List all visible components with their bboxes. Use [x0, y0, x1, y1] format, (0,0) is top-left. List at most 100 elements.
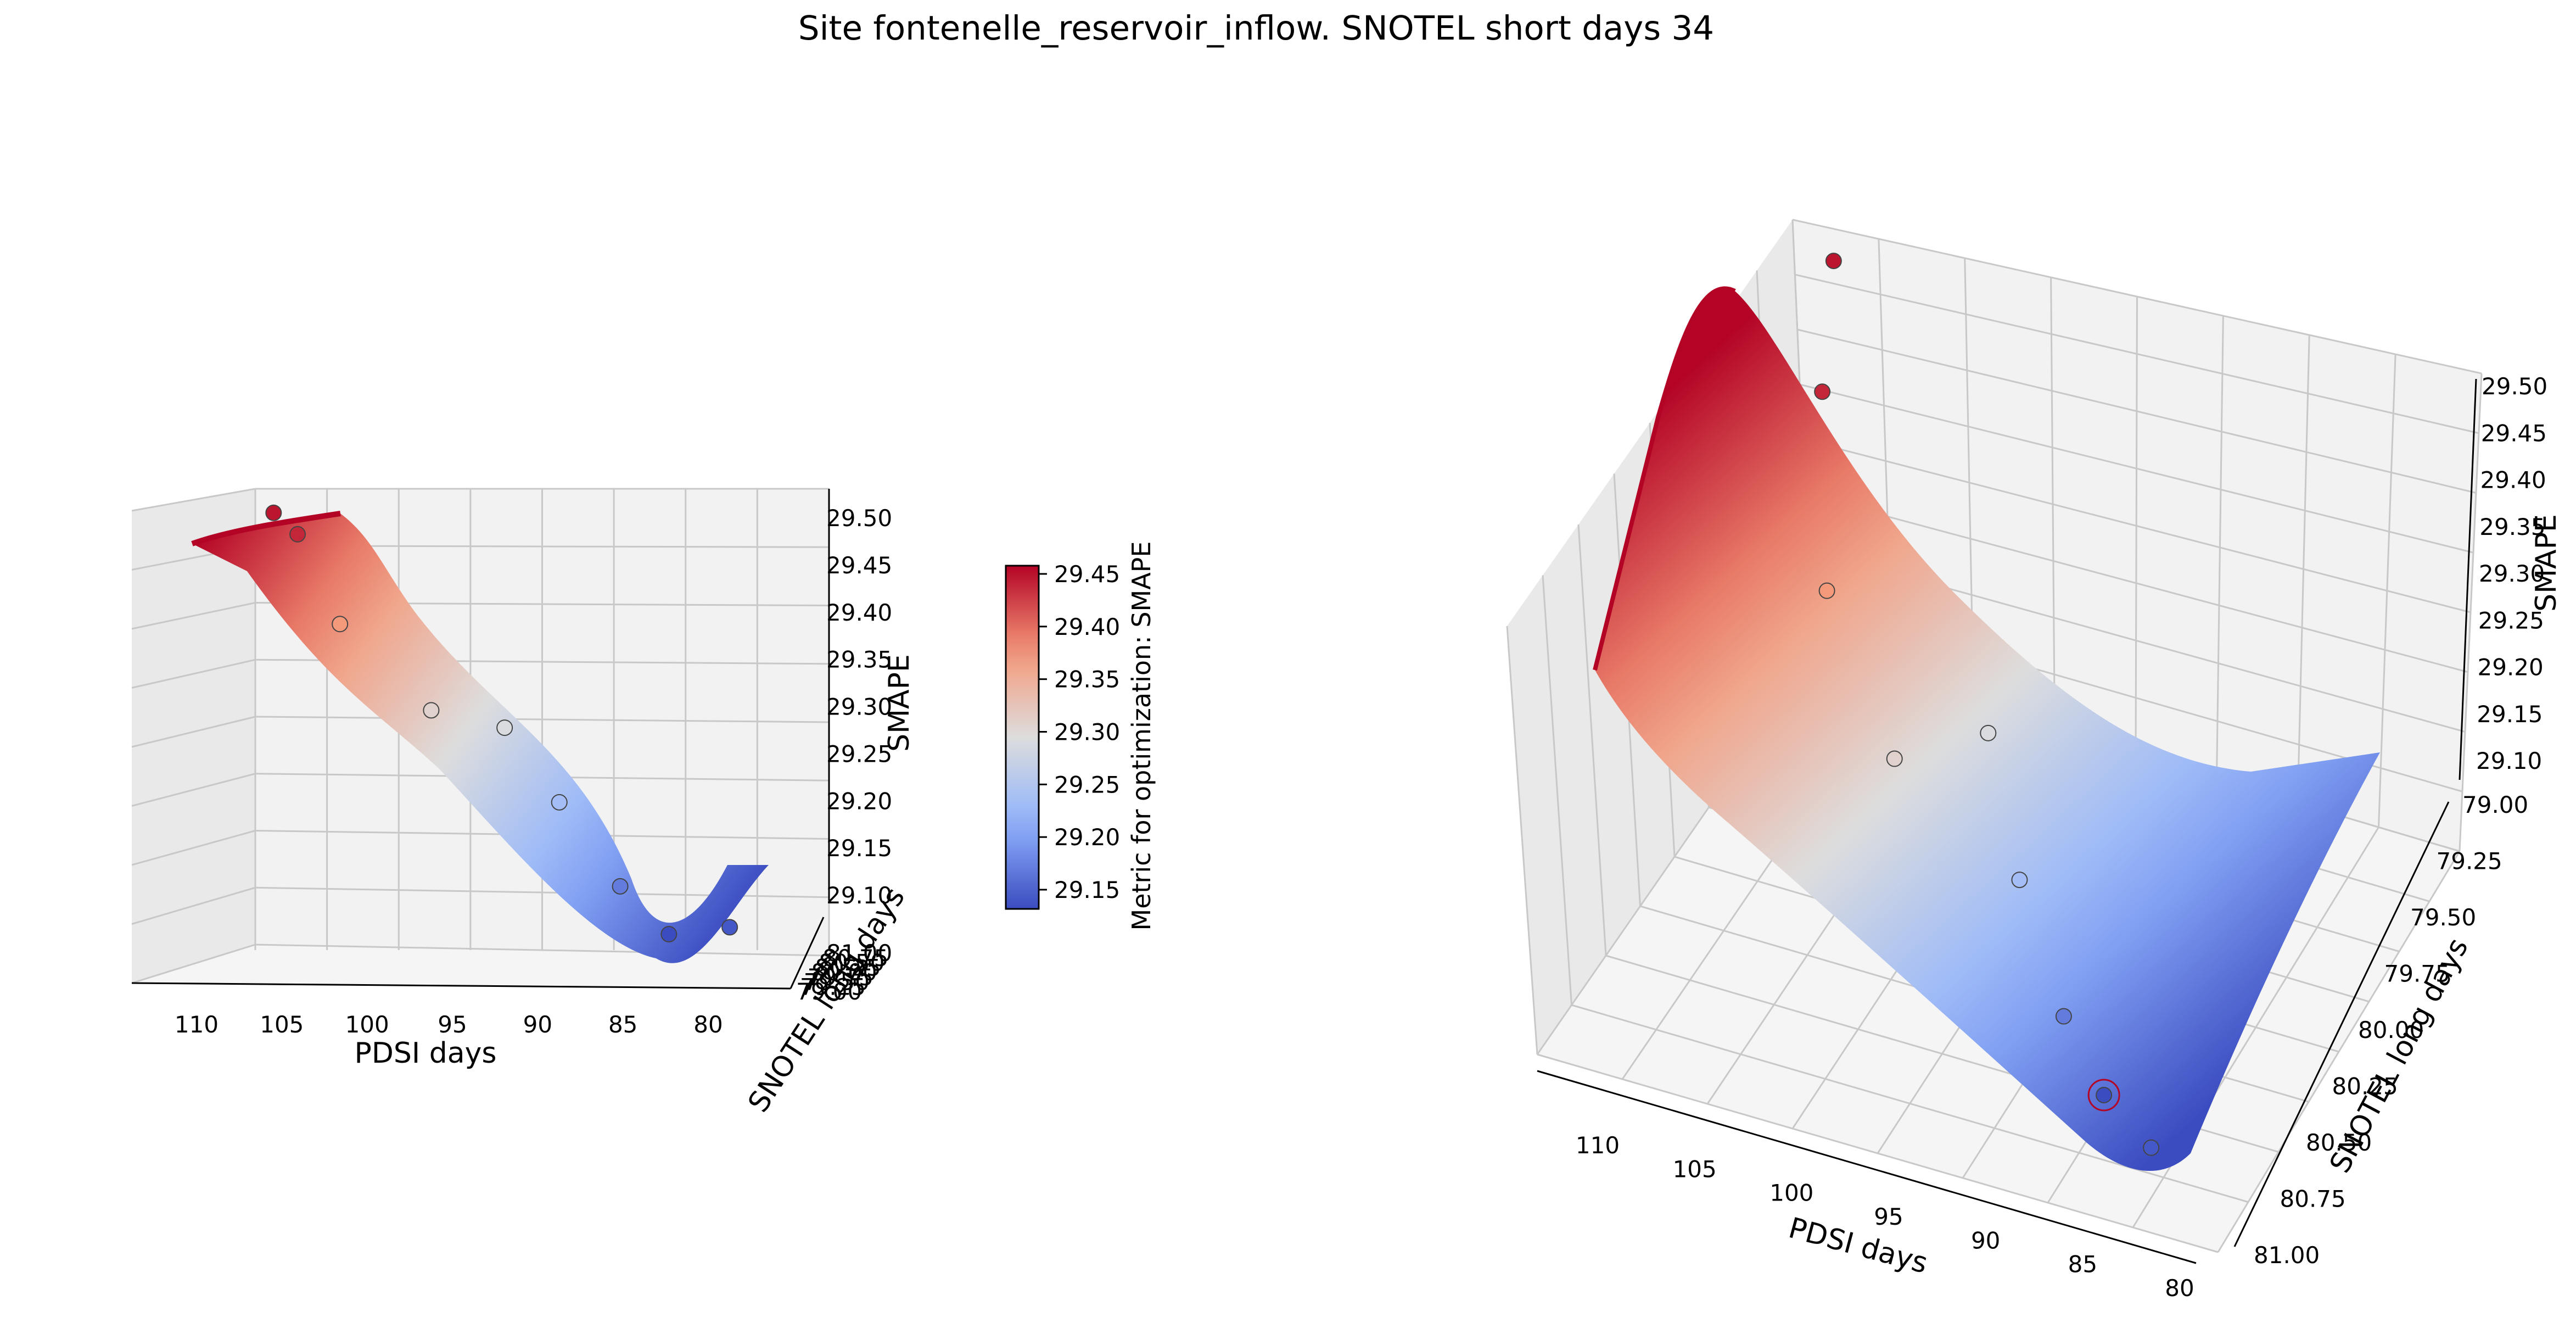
tick-label: 110	[175, 1011, 219, 1038]
left-surface-top-edge	[191, 511, 341, 546]
tick-label: 80	[2165, 1275, 2194, 1302]
sample-point	[1886, 750, 1903, 767]
tick-label: 29.45	[2481, 420, 2547, 446]
right-3d-plot: 110 105 100 95 90 85 80 79.00 79.25 79.50 79.75 80…	[1506, 219, 2563, 1302]
colorbar: 29.15 29.20 29.25 29.30 29.35 29.40 29.45 Metr…	[1005, 542, 1156, 931]
tick-label: 79.75	[2384, 961, 2450, 987]
tick-label: 80.00	[811, 959, 877, 986]
right-x-axis-line	[1537, 1070, 2197, 1264]
sample-point	[660, 925, 677, 942]
left-side-pane	[132, 489, 255, 983]
tick-label: 29.20	[2478, 654, 2544, 681]
tick-label: 79.25	[2437, 848, 2502, 875]
tick-label: 29.45	[826, 552, 892, 579]
tick-label: 81.00	[826, 940, 892, 967]
tick-label: 79.50	[2410, 904, 2476, 931]
colorbar-label: Metric for optimization: SMAPE	[1127, 542, 1156, 931]
tick-label: 79.75	[808, 964, 873, 991]
tick-label: 29.35	[2479, 513, 2545, 540]
tick-label: 90	[523, 1011, 552, 1038]
colorbar-gradient	[1005, 565, 1040, 910]
tick-label: 80.50	[2306, 1129, 2372, 1156]
tick-label: 85	[2068, 1251, 2097, 1278]
colorbar-tick-label: 29.20	[1054, 824, 1120, 851]
left-y-ticks: 79.0079.2579.5079.7580.0080.2580.5080.75…	[796, 940, 892, 1005]
tick-label: 100	[345, 1011, 389, 1038]
tick-label: 29.10	[2476, 747, 2542, 774]
tick-label: 29.25	[2478, 607, 2544, 634]
sample-point	[496, 719, 513, 736]
sample-point	[612, 878, 629, 895]
colorbar-ticks: 29.15 29.20 29.25 29.30 29.35 29.40 29.45	[1039, 561, 1120, 903]
tick-label: 85	[608, 1011, 637, 1038]
right-z-axis-line	[2459, 378, 2477, 780]
tick-label: 95	[438, 1011, 467, 1038]
right-sample-points	[1814, 253, 2160, 1156]
left-z-ticks: 29.10 29.15 29.20 29.25 29.30 29.35 29.40 29.45…	[826, 505, 892, 909]
chart-title: Site fontenelle_reservoir_inflow. SNOTEL…	[798, 9, 1714, 48]
right-z-axis-label: SMAPE	[2530, 514, 2563, 612]
sample-point	[2055, 1008, 2072, 1025]
tick-label: 105	[260, 1011, 304, 1038]
tick-label: 81.00	[2254, 1242, 2320, 1269]
tick-label: 95	[1874, 1203, 1903, 1230]
right-x-ticks: 110 105 100 95 90 85 80	[1576, 1132, 2194, 1302]
tick-label: 90	[1971, 1227, 2000, 1254]
tick-label: 29.50	[2482, 373, 2547, 400]
sample-point	[551, 794, 568, 811]
left-z-axis-label: SMAPE	[883, 654, 916, 752]
sample-point	[423, 702, 440, 719]
tick-label: 80.75	[2280, 1186, 2346, 1213]
sample-point	[332, 616, 349, 633]
tick-label: 29.30	[2479, 560, 2545, 587]
tick-label: 29.35	[826, 646, 892, 673]
sample-point	[1818, 582, 1835, 599]
right-x-axis-label: PDSI days	[1785, 1212, 1931, 1280]
sample-point	[2011, 872, 2028, 889]
tick-label: 29.15	[826, 835, 892, 862]
sample-point	[2143, 1139, 2160, 1156]
sample-point	[721, 919, 738, 936]
tick-label: 79.00	[796, 978, 862, 1005]
right-y-ticks: 79.00 79.25 79.50 79.75 80.00 80.25 80.50 80.75…	[2254, 791, 2528, 1269]
tick-label: 29.30	[826, 694, 892, 721]
tick-label: 80.25	[2332, 1073, 2398, 1100]
right-z-ticks: 29.10 29.15 29.20 29.25 29.30 29.35 29.40 29.45…	[2476, 373, 2547, 774]
right-y-axis-line	[2233, 801, 2450, 1247]
tick-label: 100	[1769, 1180, 1813, 1207]
tick-label: 80.25	[815, 954, 881, 981]
left-sample-points	[265, 504, 738, 942]
colorbar-tick-label: 29.15	[1054, 877, 1120, 903]
colorbar-tick-label: 29.25	[1054, 771, 1120, 798]
tick-label: 29.20	[826, 788, 892, 814]
tick-label: 80.75	[822, 945, 888, 972]
sample-point	[1825, 253, 1842, 270]
tick-label: 29.25	[826, 740, 892, 767]
tick-label: 110	[1576, 1132, 1620, 1159]
sample-point	[2096, 1086, 2113, 1103]
tick-label: 80.50	[819, 950, 884, 976]
left-y-axis-line	[789, 917, 825, 989]
tick-label: 79.25	[800, 973, 866, 1000]
tick-label: 29.10	[826, 882, 892, 909]
left-x-axis-label: PDSI days	[354, 1037, 496, 1070]
tick-label: 79.50	[804, 969, 870, 996]
best-point-marker	[2087, 1079, 2120, 1112]
sample-point	[1980, 724, 1997, 741]
colorbar-tick-label: 29.40	[1054, 613, 1120, 640]
tick-label: 29.15	[2477, 701, 2543, 728]
tick-label: 29.50	[826, 505, 892, 532]
tick-label: 29.40	[826, 599, 892, 626]
tick-label: 80	[693, 1011, 723, 1038]
colorbar-tick-label: 29.30	[1054, 719, 1120, 746]
left-3d-plot: 110 105 100 95 90 85 80 29.1029.1529.2029.2529…	[131, 488, 916, 1118]
tick-label: 29.40	[2480, 467, 2546, 494]
sample-point	[265, 504, 282, 521]
colorbar-tick-label: 29.45	[1054, 561, 1120, 588]
left-x-ticks: 110 105 100 95 90 85 80	[175, 1011, 723, 1038]
colorbar-tick-label: 29.35	[1054, 666, 1120, 693]
tick-label: 79.00	[2462, 791, 2528, 818]
sample-point	[1814, 383, 1831, 400]
tick-label: 105	[1673, 1155, 1717, 1182]
